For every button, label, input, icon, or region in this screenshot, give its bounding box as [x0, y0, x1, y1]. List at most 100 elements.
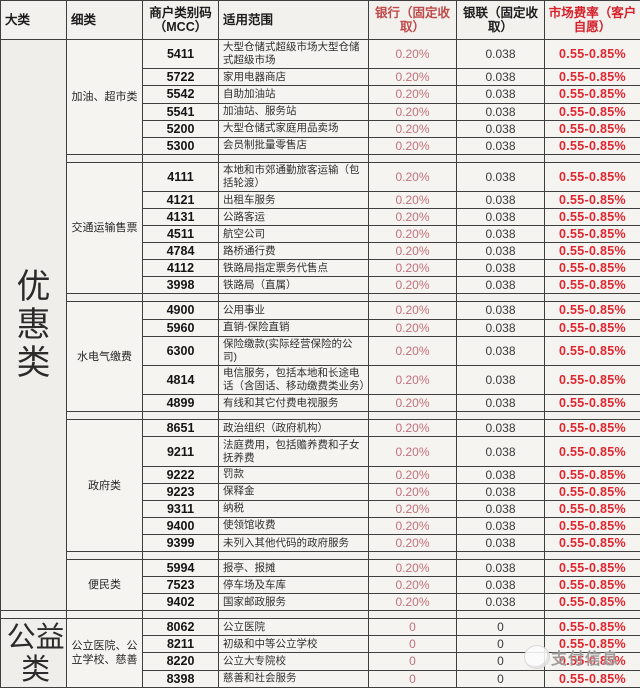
scope-description-cell: 使领馆收费: [218, 516, 369, 536]
scope-description-cell: 停车场及车库: [218, 576, 369, 595]
scope-description-cell: 本地和市郊通勤旅客运输（包括轮渡）: [218, 161, 369, 193]
sub-category-cell: 公立医院、公立学校、慈善: [66, 618, 143, 688]
separator-cell: [456, 551, 545, 561]
separator-cell: [142, 551, 219, 561]
bank-rate-cell: 0.20%: [368, 208, 457, 227]
unionpay-rate-cell: 0.038: [456, 364, 545, 396]
mcc-code-cell: 9222: [142, 465, 219, 484]
scope-description-cell: 国家邮政服务: [218, 593, 369, 612]
bank-rate-cell: 0.20%: [368, 436, 457, 467]
bank-rate-cell: 0.20%: [368, 499, 457, 519]
table-header: 大类 细类 商户类别码（MCC） 适用范围 银行（固定收取） 银联（固定收取） …: [0, 0, 640, 40]
table-row: 5722 家用电器商店 0.20% 0.038 0.55-0.85%: [1, 68, 640, 87]
unionpay-rate-cell: 0.038: [456, 102, 545, 121]
table-row: 8398 慈善和社会服务 0 0 0.55-0.85%: [1, 669, 640, 688]
separator-cell: [456, 610, 545, 620]
bank-rate-cell: 0.20%: [368, 136, 457, 155]
unionpay-rate-cell: 0.038: [456, 534, 545, 553]
unionpay-rate-cell: 0.038: [456, 85, 545, 104]
scope-description-cell: 公立医院: [218, 618, 369, 637]
mcc-code-cell: 4784: [142, 242, 219, 261]
market-rate-cell: 0.55-0.85%: [544, 318, 640, 337]
market-rate-cell: 0.55-0.85%: [544, 419, 640, 438]
mcc-code-cell: 5411: [142, 38, 219, 70]
separator-cell: [218, 551, 369, 561]
mcc-code-cell: 9402: [142, 593, 219, 612]
bank-rate-cell: 0.20%: [368, 242, 457, 261]
bank-rate-cell: 0.20%: [368, 419, 457, 438]
separator-cell: [218, 411, 369, 421]
market-rate-cell: 0.55-0.85%: [544, 364, 640, 396]
sub-category-cell: 交通运输售票: [66, 161, 143, 295]
header-row: 大类 细类 商户类别码（MCC） 适用范围 银行（固定收取） 银联（固定收取） …: [0, 0, 640, 40]
bank-rate-cell: 0.20%: [368, 559, 457, 578]
market-rate-cell: 0.55-0.85%: [544, 652, 640, 671]
mcc-code-cell: 5722: [142, 68, 219, 87]
separator-cell: [544, 610, 640, 620]
unionpay-rate-cell: 0.038: [456, 242, 545, 261]
unionpay-rate-cell: 0.038: [456, 191, 545, 210]
mcc-code-cell: 4511: [142, 225, 219, 244]
separator-cell: [544, 153, 640, 163]
unionpay-rate-cell: 0.038: [456, 482, 545, 501]
major-category-cell: 优惠类: [0, 38, 67, 612]
bank-rate-cell: 0.20%: [368, 318, 457, 337]
sub-category-cell: 水电气缴费: [66, 301, 143, 413]
separator-cell: [66, 551, 143, 561]
mcc-code-cell: 9211: [142, 436, 219, 467]
scope-description-cell: 铁路局指定票务代售点: [218, 259, 369, 278]
mcc-code-cell: 4900: [142, 301, 219, 320]
scope-description-cell: 法庭费用，包括赡养费和子女抚养费: [218, 436, 369, 467]
separator-cell: [218, 610, 369, 620]
market-rate-cell: 0.55-0.85%: [544, 38, 640, 70]
mcc-code-cell: 8211: [142, 635, 219, 654]
bank-rate-cell: 0.20%: [368, 576, 457, 595]
scope-description-cell: 大型仓储式超级市场大型仓储式超级市场: [218, 38, 369, 70]
table-row: 9402 国家邮政服务 0.20% 0.038 0.55-0.85%: [1, 593, 640, 612]
table-row: 水电气缴费 4900 公用事业 0.20% 0.038 0.55-0.85%: [1, 301, 640, 413]
table-row: 3998 铁路局（直属） 0.20% 0.038 0.55-0.85%: [1, 276, 640, 295]
mcc-code-cell: 5300: [142, 136, 219, 155]
mcc-code-cell: 8220: [142, 652, 219, 671]
market-rate-cell: 0.55-0.85%: [544, 436, 640, 467]
separator-cell: [544, 411, 640, 421]
market-rate-cell: 0.55-0.85%: [544, 482, 640, 501]
unionpay-rate-cell: 0.038: [456, 516, 545, 536]
market-rate-cell: 0.55-0.85%: [544, 516, 640, 536]
market-rate-cell: 0.55-0.85%: [544, 394, 640, 413]
table-row: 5200 大型仓储式家庭用品卖场 0.20% 0.038 0.55-0.85%: [1, 119, 640, 138]
bank-rate-cell: 0.20%: [368, 191, 457, 210]
scope-description-cell: 未列入其他代码的政府服务: [218, 534, 369, 553]
scope-description-cell: 路桥通行费: [218, 242, 369, 261]
separator-cell: [142, 153, 219, 163]
bank-rate-cell: 0.20%: [368, 364, 457, 396]
separator-cell: [456, 411, 545, 421]
market-rate-cell: 0.55-0.85%: [544, 576, 640, 595]
market-rate-cell: 0.55-0.85%: [544, 225, 640, 244]
unionpay-rate-cell: 0: [456, 618, 545, 637]
table-row: 8220 公立大专院校 0 0 0.55-0.85%: [1, 652, 640, 671]
unionpay-rate-cell: 0.038: [456, 225, 545, 244]
sub-category-cell: 加油、超市类: [66, 39, 143, 155]
table-row: 便民类 5994 报亭、报摊 0.20% 0.038 0.55-0.85%: [1, 559, 640, 612]
table-row: 4511 航空公司 0.20% 0.038 0.55-0.85%: [1, 225, 640, 244]
table-row: 9223 保释金 0.20% 0.038 0.55-0.85%: [1, 482, 640, 501]
bank-rate-cell: 0.20%: [368, 119, 457, 138]
scope-description-cell: 公用事业: [218, 301, 369, 320]
bank-rate-cell: 0.20%: [368, 225, 457, 244]
market-rate-cell: 0.55-0.85%: [544, 559, 640, 578]
major-separator-row: [0, 610, 640, 620]
unionpay-rate-cell: 0.038: [456, 419, 545, 438]
unionpay-rate-cell: 0.038: [456, 593, 545, 612]
unionpay-rate-cell: 0.038: [456, 394, 545, 413]
unionpay-rate-cell: 0.038: [456, 499, 545, 519]
scope-description-cell: 航空公司: [218, 225, 369, 244]
bank-rate-cell: 0.20%: [368, 394, 457, 413]
bank-rate-cell: 0.20%: [368, 534, 457, 553]
scope-description-cell: 出租车服务: [218, 191, 369, 210]
mcc-code-cell: 8651: [142, 419, 219, 438]
unionpay-rate-cell: 0.038: [456, 576, 545, 595]
separator-cell: [142, 293, 219, 303]
table-row: 7523 停车场及车库 0.20% 0.038 0.55-0.85%: [1, 576, 640, 595]
unionpay-rate-cell: 0.038: [456, 161, 545, 193]
